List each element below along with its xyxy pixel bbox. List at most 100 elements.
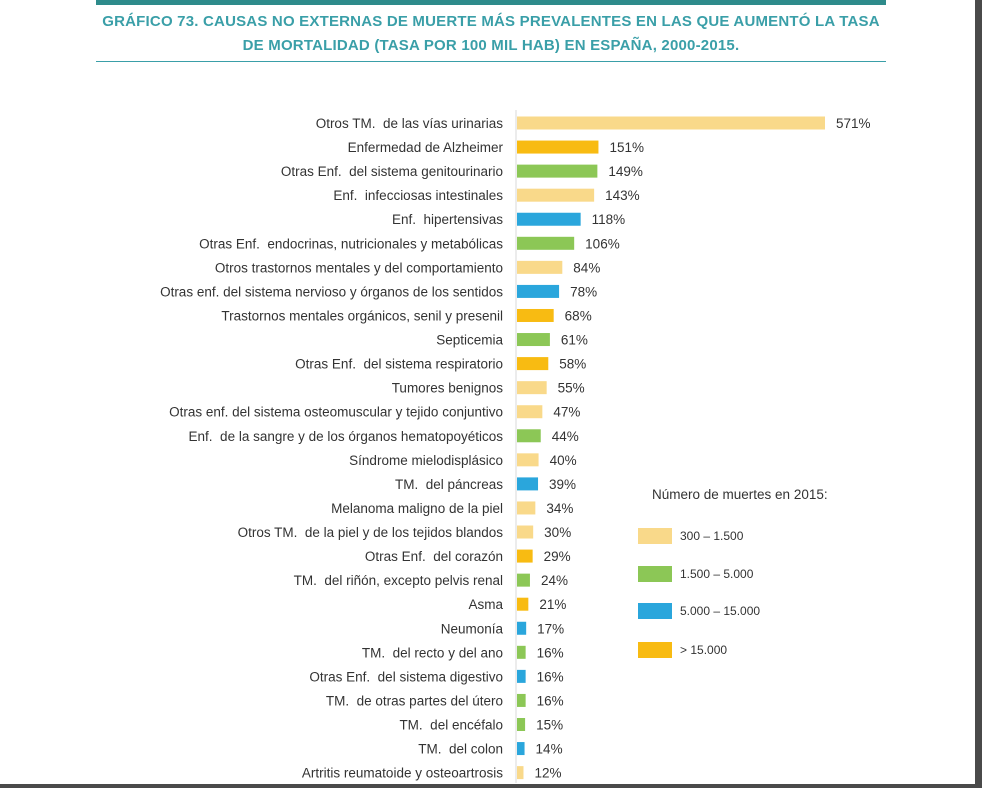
category-label: Enfermedad de Alzheimer [348, 140, 504, 155]
legend-title: Número de muertes en 2015: [652, 487, 828, 502]
value-label: 149% [608, 164, 643, 179]
category-label: Otras enf. del sistema osteomuscular y t… [169, 405, 503, 420]
category-label: TM. del encéfalo [399, 718, 503, 733]
legend-label-3: 5.000 – 15.000 [680, 604, 761, 618]
bar [517, 645, 526, 659]
category-label: Artritis reumatoide y osteoartrosis [302, 766, 503, 781]
value-label: 61% [561, 333, 588, 348]
category-label: Enf. de la sangre y de los órganos hemat… [189, 429, 504, 444]
bar [517, 116, 825, 130]
bar [517, 429, 541, 443]
category-label: Melanoma maligno de la piel [331, 501, 503, 516]
legend-label-4: > 15.000 [680, 643, 728, 657]
value-label: 571% [836, 116, 871, 131]
category-label: Tumores benignos [392, 381, 504, 396]
category-label: TM. del recto y del ano [362, 645, 503, 660]
value-label: 47% [553, 405, 580, 420]
value-label: 29% [544, 549, 571, 564]
category-label: Otros TM. de las vías urinarias [316, 116, 504, 131]
value-label: 68% [565, 308, 592, 323]
value-label: 106% [585, 236, 620, 251]
bar [517, 212, 581, 226]
bar [517, 573, 530, 587]
legend-label-2: 1.500 – 5.000 [680, 567, 754, 581]
bar [517, 525, 534, 539]
legend-label-1: 300 – 1.500 [680, 529, 744, 543]
bar [517, 284, 560, 298]
bar [517, 766, 524, 780]
page-frame-bottom [0, 784, 982, 788]
value-label: 14% [536, 742, 563, 757]
category-label: Otras Enf. endocrinas, nutricionales y m… [199, 236, 503, 251]
bar [517, 477, 539, 491]
value-label: 84% [573, 260, 600, 275]
legend-swatch-3 [638, 603, 672, 619]
category-label: Síndrome mielodisplásico [349, 453, 503, 468]
bar [517, 549, 533, 563]
chart-title-line-2: DE MORTALIDAD (TASA POR 100 MIL HAB) EN … [242, 37, 740, 54]
value-label: 55% [558, 381, 585, 396]
value-label: 12% [534, 766, 561, 781]
category-label: Otras Enf. del corazón [365, 549, 503, 564]
bar [517, 260, 563, 274]
bar [517, 140, 599, 154]
value-label: 39% [549, 477, 576, 492]
category-label: Otras Enf. del sistema digestivo [309, 669, 503, 684]
value-label: 15% [536, 718, 563, 733]
bar [517, 501, 536, 515]
bar [517, 188, 595, 202]
bar [517, 236, 575, 250]
category-label: Otros TM. de la piel y de los tejidos bl… [238, 525, 504, 540]
legend-swatch-2 [638, 566, 672, 582]
value-label: 17% [537, 621, 564, 636]
value-label: 143% [605, 188, 640, 203]
bar [517, 742, 525, 756]
value-label: 21% [539, 597, 566, 612]
legend-swatch-4 [638, 642, 672, 658]
page-frame-right [975, 0, 982, 788]
category-label: Septicemia [436, 333, 503, 348]
bar [517, 333, 550, 347]
value-label: 30% [544, 525, 571, 540]
value-label: 16% [537, 645, 564, 660]
category-label: TM. del riñón, excepto pelvis renal [294, 573, 503, 588]
category-label: TM. del páncreas [395, 477, 503, 492]
bar [517, 621, 527, 635]
bar [517, 164, 598, 178]
title-top-bar [96, 0, 886, 5]
category-label: Trastornos mentales orgánicos, senil y p… [221, 308, 503, 323]
category-label: TM. de otras partes del útero [326, 693, 503, 708]
value-label: 44% [552, 429, 579, 444]
bar [517, 357, 549, 371]
value-label: 40% [550, 453, 577, 468]
bar [517, 693, 526, 707]
category-label: Otras Enf. del sistema respiratorio [295, 357, 503, 372]
legend-swatch-1 [638, 528, 672, 544]
value-label: 16% [537, 669, 564, 684]
category-label: Otras enf. del sistema nervioso y órgano… [160, 284, 503, 299]
category-label: Otros trastornos mentales y del comporta… [215, 260, 503, 275]
category-label: Enf. hipertensivas [392, 212, 503, 227]
value-label: 58% [559, 357, 586, 372]
title-underline [96, 61, 886, 62]
chart-title-line-1: GRÁFICO 73. CAUSAS NO EXTERNAS DE MUERTE… [102, 13, 880, 30]
category-label: Asma [468, 597, 503, 612]
value-label: 16% [537, 693, 564, 708]
bar [517, 405, 543, 419]
category-label: Otras Enf. del sistema genitourinario [281, 164, 503, 179]
category-label: Enf. infecciosas intestinales [333, 188, 503, 203]
value-label: 34% [546, 501, 573, 516]
value-label: 118% [592, 212, 626, 227]
value-label: 151% [609, 140, 644, 155]
bar [517, 669, 526, 683]
bar [517, 308, 554, 322]
bar [517, 718, 526, 731]
chart-title: GRÁFICO 73. CAUSAS NO EXTERNAS DE MUERTE… [96, 10, 886, 58]
value-label: 78% [570, 284, 597, 299]
bar [517, 381, 547, 395]
category-label: Neumonía [441, 621, 504, 636]
category-label: TM. del colon [418, 742, 503, 757]
bar [517, 453, 539, 467]
bar [517, 597, 529, 611]
